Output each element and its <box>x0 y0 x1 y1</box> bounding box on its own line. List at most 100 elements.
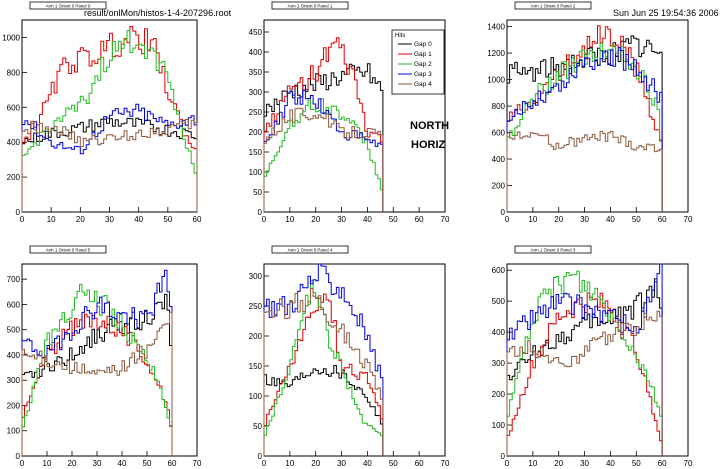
y-tick-label: 50 <box>253 422 262 431</box>
series-line-gap-3 <box>263 89 384 212</box>
histogram-panel: Arm 1 Orient 0 Panel 4050100150200250300… <box>249 245 450 468</box>
histogram-panel: Arm 1 Orient 0 Panel 0 0 200 400 600 800 1000 0… <box>2 1 202 224</box>
x-tick-label: 10 <box>47 215 56 224</box>
y-tick-label: 250 <box>249 108 263 117</box>
x-tick-label: 30 <box>580 459 589 468</box>
y-tick-label: 100 <box>492 421 506 430</box>
x-tick-label: 20 <box>76 215 85 224</box>
y-tick-label: 250 <box>249 302 263 311</box>
x-tick-label: 70 <box>441 459 450 468</box>
x-tick-label: 30 <box>337 215 346 224</box>
series-line-gap-4 <box>506 130 663 212</box>
legend-entry: Gap 1 <box>414 51 432 58</box>
panel-title: Arm 1 Orient 0 Panel 1 <box>288 4 333 9</box>
y-tick-label: 0 <box>501 452 506 461</box>
legend-entry: Gap 2 <box>414 61 432 68</box>
histogram-panel: Arm 1 Orient 0 Panel 2020040060080010001… <box>487 1 693 224</box>
y-tick-label: 200 <box>7 401 21 410</box>
x-tick-label: 70 <box>193 459 202 468</box>
legend-box <box>391 29 445 95</box>
y-tick-label: 400 <box>492 328 506 337</box>
x-tick-label: 10 <box>285 459 294 468</box>
y-tick-label: 400 <box>249 48 263 57</box>
series-line-gap-2 <box>506 270 663 456</box>
histogram-panel: Arm 1 Orient 0 Panel 3010020030040050060… <box>492 245 693 468</box>
y-tick-label: 300 <box>7 376 21 385</box>
x-tick-label: 30 <box>337 459 346 468</box>
x-tick-label: 40 <box>606 459 615 468</box>
series-line-gap-4 <box>263 107 384 212</box>
y-tick-label: 400 <box>7 351 21 360</box>
x-tick-label: 10 <box>285 215 294 224</box>
x-tick-label: 20 <box>554 215 563 224</box>
x-tick-label: 60 <box>168 459 177 468</box>
y-tick-label: 200 <box>249 128 263 137</box>
y-tick-label: 700 <box>7 275 21 284</box>
y-tick-label: 800 <box>492 102 506 111</box>
x-tick-label: 20 <box>68 459 77 468</box>
x-tick-label: 50 <box>143 459 152 468</box>
x-tick-label: 30 <box>580 215 589 224</box>
y-tick-label: 0 <box>258 208 263 217</box>
series-line-gap-2 <box>263 98 384 212</box>
series-line-gap-3 <box>21 269 173 456</box>
y-tick-label: 150 <box>249 148 263 157</box>
x-tick-label: 60 <box>658 215 667 224</box>
x-tick-label: 70 <box>441 215 450 224</box>
file-path: result/onlMon/histos-1-4-207296.root <box>84 8 232 18</box>
x-tick-label: 0 <box>20 215 25 224</box>
y-tick-label: 600 <box>7 300 21 309</box>
plot-frame <box>21 263 198 457</box>
y-tick-label: 300 <box>249 272 263 281</box>
y-tick-label: 100 <box>249 168 263 177</box>
side-label-horiz: HORIZ <box>411 139 446 151</box>
legend-entry: Gap 3 <box>414 71 432 78</box>
x-tick-label: 0 <box>20 459 25 468</box>
y-tick-label: 0 <box>16 452 21 461</box>
x-tick-label: 0 <box>262 459 267 468</box>
panel-title-box <box>29 1 107 10</box>
x-tick-label: 20 <box>311 215 320 224</box>
timestamp: Sun Jun 25 19:54:36 2006 <box>613 8 719 18</box>
y-tick-label: 200 <box>249 332 263 341</box>
y-tick-label: 500 <box>7 326 21 335</box>
x-tick-label: 60 <box>193 215 202 224</box>
y-tick-label: 500 <box>492 297 506 306</box>
y-tick-label: 450 <box>249 28 263 37</box>
x-tick-label: 40 <box>118 459 127 468</box>
panel-title: Arm 1 Orient 0 Panel 4 <box>288 248 333 253</box>
y-tick-label: 600 <box>492 266 506 275</box>
series-line-gap-3 <box>506 47 663 212</box>
series-line-gap-1 <box>21 25 198 212</box>
panel-title-box <box>29 245 107 254</box>
y-tick-label: 150 <box>249 362 263 371</box>
y-tick-label: 1000 <box>487 76 505 85</box>
x-tick-label: 0 <box>262 215 267 224</box>
series-line-gap-0 <box>21 117 198 212</box>
y-tick-label: 100 <box>7 427 21 436</box>
series-line-gap-2 <box>506 42 663 212</box>
panel-title-box <box>271 245 349 254</box>
x-tick-label: 30 <box>93 459 102 468</box>
series-line-gap-2 <box>21 283 173 456</box>
series-line-gap-1 <box>263 293 384 456</box>
y-tick-label: 400 <box>492 155 506 164</box>
y-tick-label: 300 <box>492 359 506 368</box>
x-tick-label: 50 <box>163 215 172 224</box>
x-tick-label: 50 <box>389 459 398 468</box>
series-line-gap-0 <box>263 63 384 212</box>
x-tick-label: 70 <box>684 459 693 468</box>
series-line-gap-1 <box>263 37 384 212</box>
x-tick-label: 10 <box>528 459 537 468</box>
y-tick-label: 0 <box>16 208 21 217</box>
y-tick-label: 350 <box>249 68 263 77</box>
x-tick-label: 40 <box>134 215 143 224</box>
x-tick-label: 0 <box>505 215 510 224</box>
series-line-gap-3 <box>263 263 384 456</box>
panel-title-box <box>271 1 349 10</box>
series-line-gap-4 <box>21 311 173 456</box>
side-label-north: NORTH <box>410 120 450 132</box>
x-tick-label: 60 <box>415 215 424 224</box>
x-tick-label: 70 <box>684 215 693 224</box>
